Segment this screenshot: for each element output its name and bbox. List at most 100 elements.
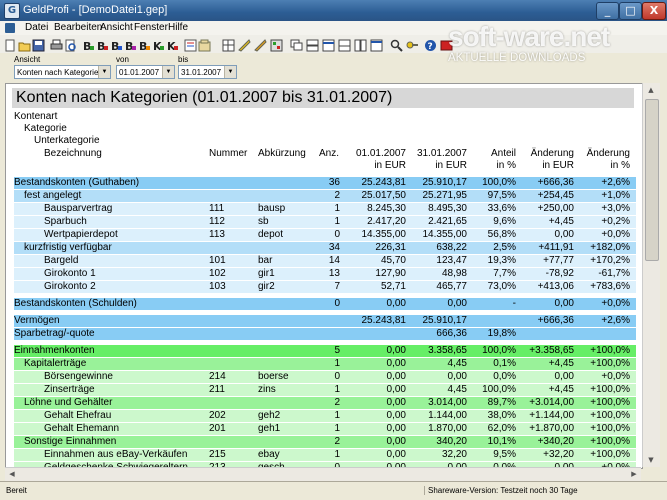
table-row[interactable]: Börsengewinne 214 boerse 0 0,00 0,00 0,0% 0,00 +… [14,371,636,383]
scroll-thumb[interactable] [645,99,659,261]
row-value-start: 25.243,81 [361,315,407,326]
table-row[interactable]: Sparbuch 112 sb 1 2.417,20 2.421,65 9,6% +4,45 +… [14,216,636,228]
report-view[interactable]: Konten nach Kategorien (01.01.2007 bis 3… [5,83,643,469]
table-row[interactable]: Gehalt Ehefrau 202 geh2 1 0,00 1.144,00 38,0% +… [14,410,636,422]
table-row[interactable]: kurzfristig verfügbar 34 226,31 638,22 2,5% +… [14,242,636,254]
header-kategorie: Kategorie [24,123,67,134]
ansicht-select[interactable]: Konten nach Kategorien ▼ [14,65,111,79]
table-row[interactable]: Bestandskonten (Schulden) 0 0,00 0,00 - 0,00 +… [14,298,636,310]
report-title: Konten nach Kategorien (01.01.2007 bis 3… [12,88,634,108]
window-columns-icon[interactable] [354,37,367,52]
table-row[interactable]: Einnahmenkonten 5 0,00 3.358,65 100,0% +3.358… [14,345,636,357]
open-folder-icon[interactable] [18,37,31,52]
help-icon[interactable]: ? [424,37,437,52]
table-row[interactable]: Girokonto 1 102 gir1 13 127,90 48,98 7,7% -78,9… [14,268,636,280]
table-row[interactable]: Girokonto 2 103 gir2 7 52,71 465,77 73,0% +413,… [14,281,636,293]
window-single-icon[interactable] [370,37,383,52]
table-row[interactable]: Kapitalerträge 1 0,00 4,45 0,1% +4,45 +100,0% [14,358,636,370]
table-row[interactable]: Gehalt Ehemann 201 geh1 1 0,00 1.870,00 62,0% +… [14,423,636,435]
scroll-up-icon[interactable]: ▲ [648,86,654,94]
tool-yellow2-icon[interactable] [254,37,267,52]
row-abkuerzung: sb [258,216,269,227]
row-abkuerzung: gir1 [258,268,275,279]
search-icon[interactable] [390,37,403,52]
row-abkuerzung: boerse [258,371,289,382]
account-k2-icon[interactable]: K [166,37,179,53]
menu-icon[interactable] [5,23,15,33]
row-anz: 0 [334,371,340,382]
svg-text:B: B [125,40,133,52]
tool-grid-icon[interactable] [270,37,283,52]
menu-fenster[interactable]: Fenster [134,22,168,33]
vertical-scrollbar[interactable]: ▲ ▼ [642,83,660,467]
table-row[interactable]: Bausparvertrag 111 bausp 1 8.245,30 8.495,30 3… [14,203,636,215]
minimize-button[interactable]: _ [596,2,619,20]
scroll-right-icon[interactable]: ▶ [631,470,637,478]
row-name: Bestandskonten (Guthaben) [14,177,140,188]
row-value-end: 8.495,30 [428,203,467,214]
table-row[interactable]: Bestandskonten (Guthaben) 36 25.243,81 25.9… [14,177,636,189]
menu-bearbeiten[interactable]: Bearbeiten [54,22,103,33]
window-cascade-icon[interactable] [290,37,303,51]
window-tile-h-icon[interactable] [322,37,335,52]
booking-b3-icon[interactable]: B [110,37,123,53]
row-value-end: 25.910,17 [422,315,468,326]
row-anz: 0 [334,229,340,240]
scroll-left-icon[interactable]: ◀ [9,470,15,478]
table-row[interactable]: Einnahmen aus eBay-Verkäufen 215 ebay 1 0,00… [14,449,636,461]
row-value-end: 3.358,65 [428,345,467,356]
save-icon[interactable] [32,37,45,52]
header-kontenart: Kontenart [14,111,58,122]
row-aenderung-pct: +0,0% [601,298,630,309]
row-value-end: 0,00 [447,371,467,382]
row-anteil: 19,8% [487,328,516,339]
header-nummer: Nummer [209,148,248,159]
chevron-down-icon[interactable]: ▼ [224,66,236,78]
row-value-end: 32,20 [441,449,467,460]
close-button[interactable]: X [642,2,666,20]
booking-b5-icon[interactable]: B [138,37,151,53]
window-tile-icon[interactable] [306,37,319,52]
table-row[interactable]: Bargeld 101 bar 14 45,70 123,47 19,3% +77,77 +17… [14,255,636,267]
row-aenderung: +413,06 [537,281,574,292]
row-aenderung: 0,00 [554,229,574,240]
category-icon[interactable] [198,37,211,52]
row-nummer: 111 [209,203,225,214]
maximize-button[interactable]: □ [619,2,642,20]
menu-hilfe[interactable]: Hilfe [168,22,189,33]
app-icon[interactable]: G [4,3,20,19]
von-label: von [116,55,129,64]
table-row[interactable]: Wertpapierdepot 113 depot 0 14.355,00 14.355,… [14,229,636,241]
info-icon[interactable] [440,37,453,51]
menu-datei[interactable]: Datei [25,22,49,33]
bis-date-picker[interactable]: 31.01.2007 ▼ [178,65,237,79]
menu-ansicht[interactable]: Ansicht [100,22,133,33]
window-split-icon[interactable] [338,37,351,52]
table-row[interactable]: fest angelegt 2 25.017,50 25.271,95 97,5% +25… [14,190,636,202]
key-icon[interactable] [406,37,419,50]
tool-yellow-icon[interactable] [238,37,251,52]
account-k-icon[interactable]: K [152,37,165,53]
table-row[interactable]: Zinserträge 211 zins 1 0,00 4,45 100,0% +4,45 +1… [14,384,636,396]
new-file-icon[interactable] [4,37,17,52]
print-preview-icon[interactable] [64,37,77,52]
table-row[interactable]: Sonstige Einnahmen 2 0,00 340,20 10,1% +340,2… [14,436,636,448]
minimize-icon: _ [604,4,611,17]
von-date-picker[interactable]: 01.01.2007 ▼ [116,65,175,79]
budget-icon[interactable] [184,37,197,52]
booking-b4-icon[interactable]: B [124,37,137,53]
chevron-down-icon[interactable]: ▼ [98,66,110,78]
table-row[interactable]: Sparbetrag/-quote 666,36 19,8% [14,328,636,340]
table-row[interactable]: Geldgeschenke Schwiegereltern 213 gesch 0 0,… [14,462,636,468]
table-row[interactable]: Löhne und Gehälter 2 0,00 3.014,00 89,7% +3.0… [14,397,636,409]
row-value-start: 25.017,50 [361,190,407,201]
print-icon[interactable] [50,37,63,50]
chevron-down-icon[interactable]: ▼ [162,66,174,78]
title-bar[interactable]: G GeldProfi - [DemoDatei1.gep] _ □ X [0,0,667,21]
grid-view-icon[interactable] [222,37,235,52]
booking-b-icon[interactable]: B [82,37,95,53]
scroll-down-icon[interactable]: ▼ [648,456,654,464]
horizontal-scrollbar[interactable]: ◀ ▶ [5,467,641,481]
table-row[interactable]: Vermögen 25.243,81 25.910,17 +666,36 +2,6% [14,315,636,327]
booking-b2-icon[interactable]: B [96,37,109,53]
